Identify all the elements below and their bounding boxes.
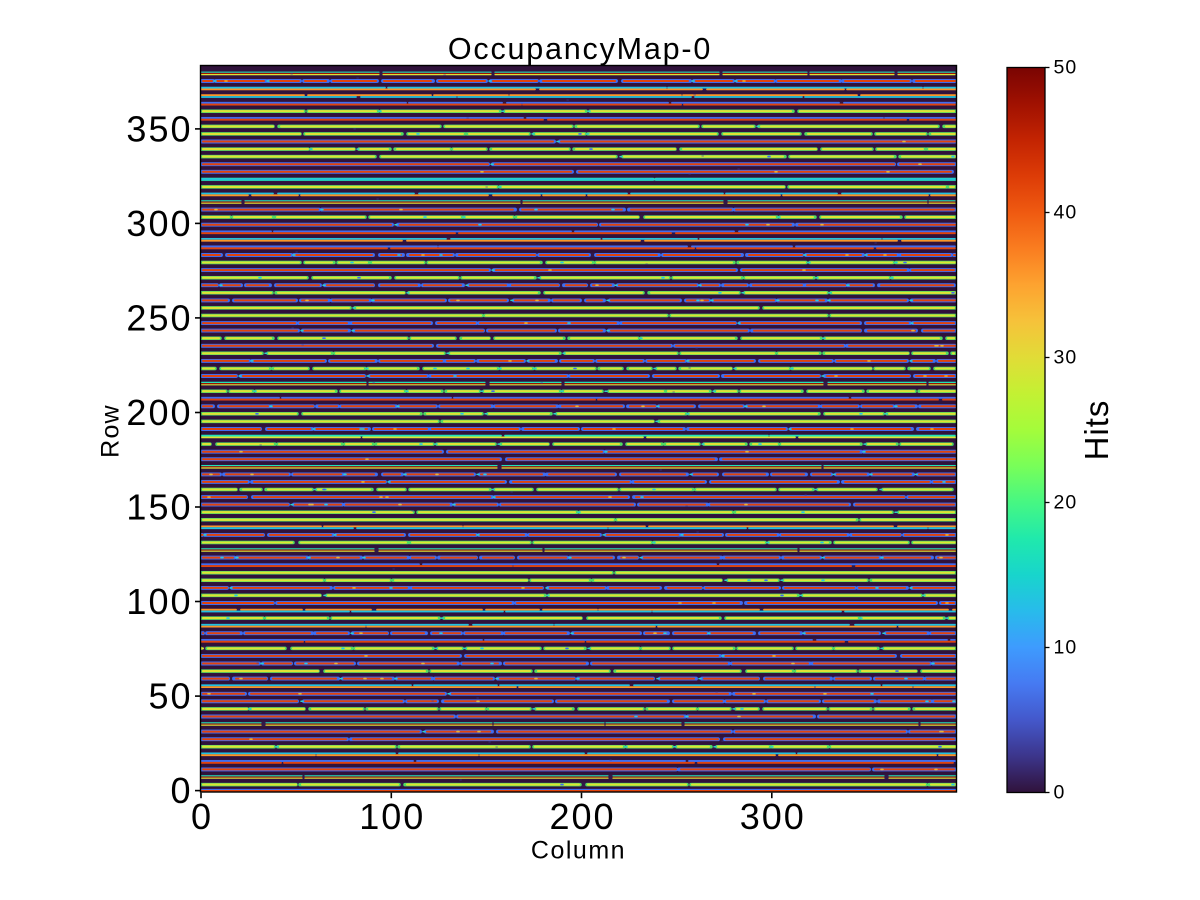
svg-text:0: 0: [191, 796, 213, 837]
svg-text:200: 200: [126, 392, 192, 433]
svg-text:100: 100: [359, 796, 425, 837]
svg-text:300: 300: [126, 203, 192, 244]
svg-text:10: 10: [1054, 637, 1078, 659]
svg-text:Column: Column: [531, 837, 626, 865]
svg-text:50: 50: [1054, 57, 1078, 79]
svg-text:0: 0: [170, 770, 192, 811]
svg-text:350: 350: [126, 108, 192, 149]
svg-text:Row: Row: [97, 404, 125, 458]
svg-text:150: 150: [126, 487, 192, 528]
svg-text:0: 0: [1054, 782, 1066, 804]
svg-text:250: 250: [126, 297, 192, 338]
svg-text:20: 20: [1054, 492, 1078, 514]
svg-text:50: 50: [148, 676, 192, 717]
svg-text:200: 200: [549, 796, 615, 837]
svg-text:Hits: Hits: [1078, 400, 1115, 461]
svg-text:100: 100: [126, 581, 192, 622]
svg-text:300: 300: [740, 796, 806, 837]
svg-text:OccupancyMap-0: OccupancyMap-0: [448, 32, 712, 66]
svg-text:40: 40: [1054, 202, 1078, 224]
svg-text:30: 30: [1054, 347, 1078, 369]
